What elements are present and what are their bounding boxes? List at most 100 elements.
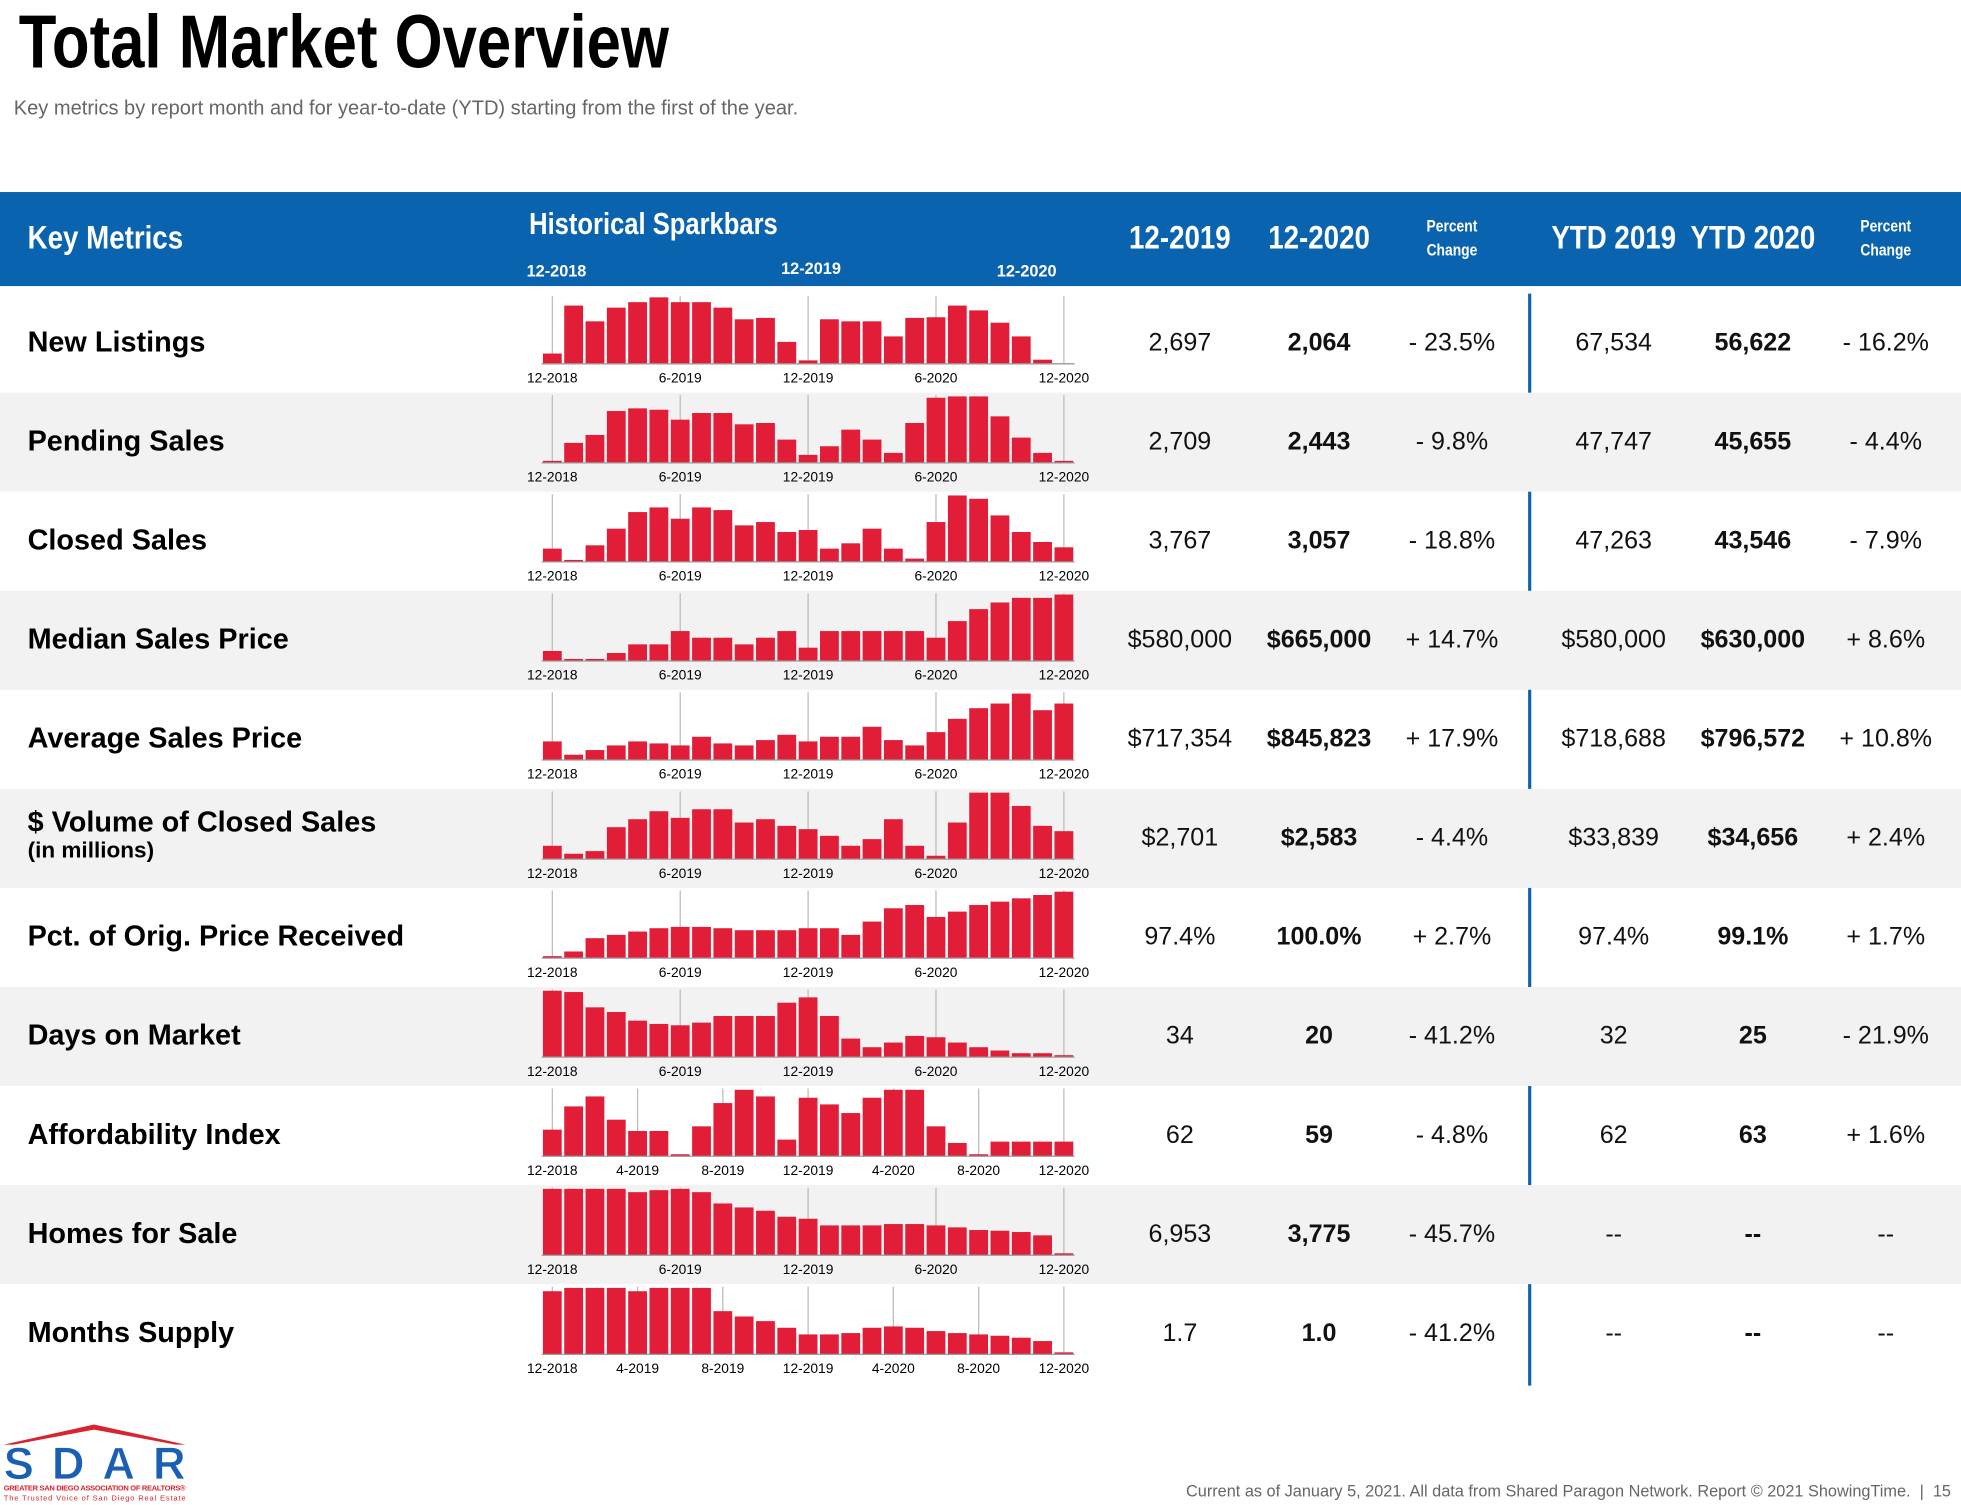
cell-value: 2,064 <box>1288 328 1351 356</box>
sparkbar <box>1033 1053 1052 1058</box>
sparkbar <box>734 319 754 364</box>
metric-label: New Listings <box>28 326 206 358</box>
sparkbar <box>841 1333 861 1355</box>
sparkbar <box>862 321 882 364</box>
sparkbar-label: 6-2020 <box>915 1064 958 1079</box>
sparkbar <box>542 990 562 1058</box>
sparkbar <box>926 855 946 860</box>
sparkbar <box>883 1326 903 1355</box>
sparkbar <box>862 726 882 761</box>
sparkbar-label: 12-2020 <box>1039 569 1090 584</box>
sparkbar <box>883 1089 903 1157</box>
sparkbar <box>628 1291 647 1355</box>
sparkbar <box>628 1130 647 1157</box>
sparkbar <box>692 1287 711 1355</box>
sparkbar <box>883 1042 903 1058</box>
sparkbar <box>883 452 903 463</box>
cell-value: - 45.7% <box>1409 1220 1495 1248</box>
column-header: 12-2020 <box>1268 220 1370 256</box>
sparkbar <box>1054 831 1074 860</box>
sparkbar <box>628 1020 647 1058</box>
sparkbar-label: 12-2018 <box>527 1163 578 1178</box>
cell-value: 99.1% <box>1717 923 1788 951</box>
sparkbar <box>905 558 925 562</box>
sparkbar <box>777 1002 797 1058</box>
sparkbar-label: 12-2018 <box>527 370 578 385</box>
sparkbar <box>841 736 861 761</box>
sparkbar-label: 12-2020 <box>1039 767 1090 782</box>
sparkbar <box>905 1327 925 1355</box>
cell-value: + 1.6% <box>1846 1121 1925 1149</box>
sparkbar <box>585 750 605 761</box>
sparkbar <box>947 396 967 463</box>
sparkbar-label: 6-2019 <box>659 1064 702 1079</box>
sparkbar <box>628 1192 647 1256</box>
sparkbar-label: 12-2019 <box>783 470 834 485</box>
cell-value: $2,583 <box>1281 824 1358 852</box>
sparkbar <box>1033 541 1052 562</box>
sparkbar <box>670 302 690 364</box>
cell-value: 3,775 <box>1288 1220 1351 1248</box>
sparkbar <box>841 845 861 860</box>
sparkbar <box>1011 898 1031 959</box>
sparkbar <box>542 548 562 562</box>
sparkbar <box>926 637 946 661</box>
sparkbar <box>969 1334 989 1355</box>
cell-value: 56,622 <box>1715 328 1792 356</box>
sparkbar-label: 12-2019 <box>783 569 834 584</box>
sparkbar <box>862 1097 882 1157</box>
sparkbar <box>798 829 818 860</box>
sparkbar <box>990 792 1010 860</box>
sparkbar-label: 8-2019 <box>701 1361 744 1376</box>
sparkbar <box>841 1038 861 1058</box>
logo-roof <box>3 1424 186 1445</box>
sparkbar-label: 12-2020 <box>1039 370 1090 385</box>
sparkbar <box>756 637 775 661</box>
sparkbar <box>990 901 1010 959</box>
column-header: Percent <box>1860 217 1911 235</box>
sparkbar <box>1033 1235 1052 1256</box>
sparkbar <box>820 548 839 562</box>
sparkbar <box>628 302 647 364</box>
metric-label: Average Sales Price <box>28 723 303 755</box>
sparkbar <box>692 1022 711 1058</box>
sparkbar <box>692 302 711 364</box>
sparkbar-label: 12-2018 <box>527 668 578 683</box>
metric-label: $ Volume of Closed Sales <box>28 807 377 839</box>
sparkbar <box>713 1015 733 1058</box>
sparkbar <box>692 1126 711 1157</box>
sparkbar <box>734 1316 754 1355</box>
cell-value: 1.7 <box>1162 1319 1197 1347</box>
sparkbar <box>969 904 989 959</box>
sparkbar <box>777 734 797 761</box>
sparkbar-label: 12-2018 <box>527 1262 578 1277</box>
sparkbar <box>1011 693 1031 761</box>
sparkbar <box>969 1047 989 1058</box>
cell-value: - 9.8% <box>1416 427 1488 455</box>
cell-value: + 14.7% <box>1406 626 1499 654</box>
sparkbar <box>841 321 861 364</box>
column-header: Key Metrics <box>28 220 184 256</box>
sparkbar <box>1011 1053 1031 1058</box>
sparkbar-label: 12-2020 <box>1039 668 1090 683</box>
period-label: 12-2020 <box>997 263 1057 281</box>
sparkbar <box>713 743 733 761</box>
metric-label: Days on Market <box>28 1020 241 1052</box>
sparkbar <box>542 1188 562 1256</box>
sparkbar <box>947 1142 967 1157</box>
sparkbar <box>564 442 584 463</box>
sparkbar <box>969 792 989 860</box>
sparkbar <box>1033 1141 1052 1157</box>
sparkbar-label: 8-2019 <box>701 1163 744 1178</box>
cell-value: $630,000 <box>1701 626 1806 654</box>
sparkbar <box>1011 1232 1031 1256</box>
sparkbar <box>585 545 605 562</box>
metric-sublabel: (in millions) <box>28 838 155 863</box>
cell-value: 43,546 <box>1715 526 1792 554</box>
sparkbar <box>820 446 839 463</box>
cell-value: 67,534 <box>1575 328 1652 356</box>
sparkbar <box>649 1130 669 1157</box>
sparkbar <box>862 1225 882 1256</box>
sparkbar-label: 12-2019 <box>783 1361 834 1376</box>
